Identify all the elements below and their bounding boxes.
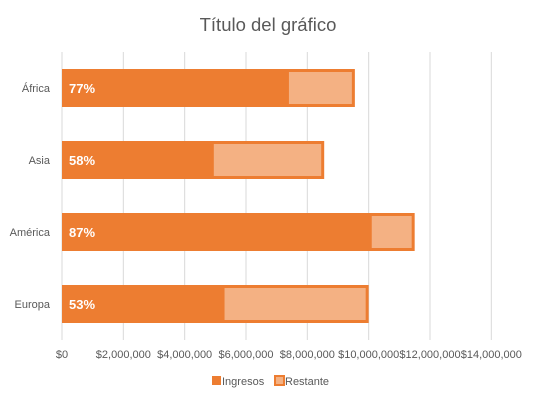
legend-label-restante: Restante <box>285 376 329 388</box>
category-label: América <box>10 227 51 239</box>
percent-label: 53% <box>69 297 95 312</box>
x-tick-label: $10,000,000 <box>338 349 399 361</box>
bar-restante <box>213 144 322 176</box>
category-labels: Europa América Asia África <box>10 82 51 311</box>
percent-label: 58% <box>69 153 95 168</box>
legend-swatch-ingresos <box>212 376 221 385</box>
x-tick-label: $6,000,000 <box>218 349 273 361</box>
x-tick-label: $8,000,000 <box>280 349 335 361</box>
x-tick-label: $2,000,000 <box>96 349 151 361</box>
chart-title: Título del gráfico <box>200 14 337 35</box>
bars: 53% 87% 58% 77% <box>62 69 415 323</box>
bar-ingresos <box>65 288 225 320</box>
legend-label-ingresos: Ingresos <box>222 376 265 388</box>
x-tick-label: $12,000,000 <box>399 349 460 361</box>
bar-restante <box>371 216 412 248</box>
bar-restante <box>224 288 366 320</box>
x-axis-tick-labels: $0 $2,000,000 $4,000,000 $6,000,000 $8,000,0… <box>56 349 522 361</box>
bar-ingresos <box>65 72 289 104</box>
x-tick-label: $14,000,000 <box>461 349 522 361</box>
bar-restante <box>288 72 352 104</box>
percent-label: 87% <box>69 225 95 240</box>
category-label: Europa <box>15 299 51 311</box>
bar-ingresos <box>65 216 372 248</box>
bar-ingresos <box>65 144 214 176</box>
x-tick-label: $0 <box>56 349 68 361</box>
percent-label: 77% <box>69 81 95 96</box>
category-label: Asia <box>29 155 51 167</box>
legend-swatch-restante <box>274 375 285 386</box>
category-label: África <box>22 82 51 95</box>
legend: Ingresos Restante <box>212 375 329 388</box>
x-tick-label: $4,000,000 <box>157 349 212 361</box>
